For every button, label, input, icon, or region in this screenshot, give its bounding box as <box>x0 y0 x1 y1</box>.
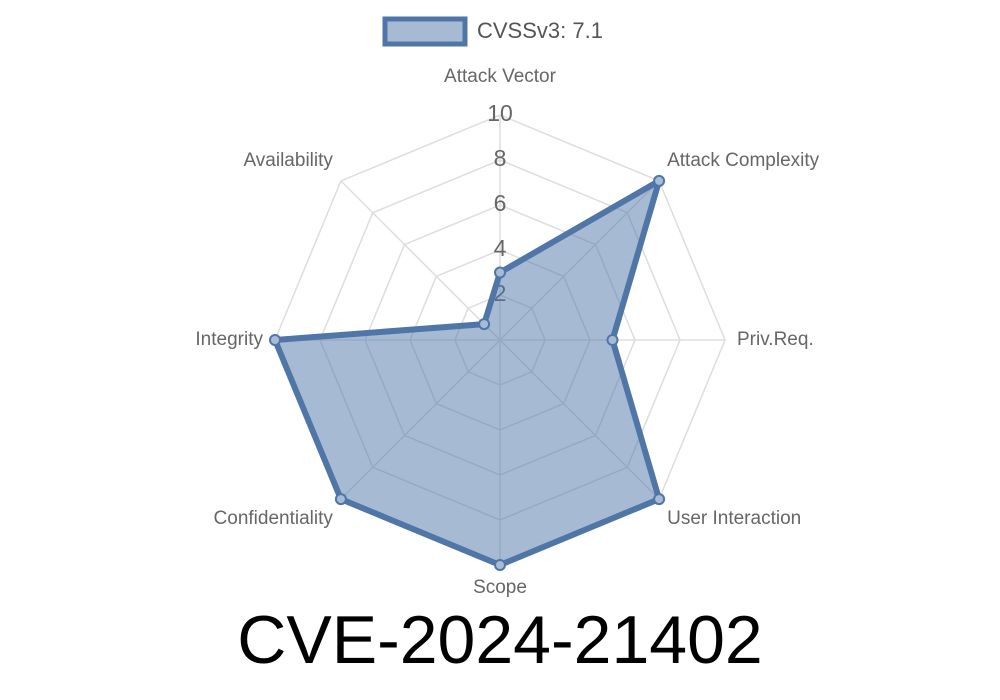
axis-label: Availability <box>243 150 333 171</box>
data-point <box>334 493 347 506</box>
axis-label: Attack Complexity <box>667 150 820 171</box>
legend-label: CVSSv3: 7.1 <box>477 18 603 43</box>
data-point <box>478 318 491 331</box>
axis-label: User Interaction <box>667 508 801 529</box>
legend-swatch <box>382 16 468 47</box>
r-tick-label: 8 <box>494 145 507 171</box>
spoke <box>340 180 501 341</box>
r-tick-label: 6 <box>494 190 507 216</box>
data-point <box>494 266 506 279</box>
axis-label: Attack Vector <box>444 66 557 87</box>
axis-label: Confidentiality <box>214 508 334 529</box>
data-point <box>494 559 506 571</box>
data-point <box>653 174 666 187</box>
r-tick-label: 10 <box>487 100 513 126</box>
r-tick-label: 4 <box>494 235 507 261</box>
data-point <box>606 334 619 346</box>
axis-label: Integrity <box>195 329 263 350</box>
data-point <box>269 334 281 346</box>
data-point <box>653 493 666 506</box>
axis-label: Priv.Req. <box>737 329 814 350</box>
axis-label: Scope <box>473 577 527 598</box>
chart-title: CVE-2024-21402 <box>237 602 762 678</box>
